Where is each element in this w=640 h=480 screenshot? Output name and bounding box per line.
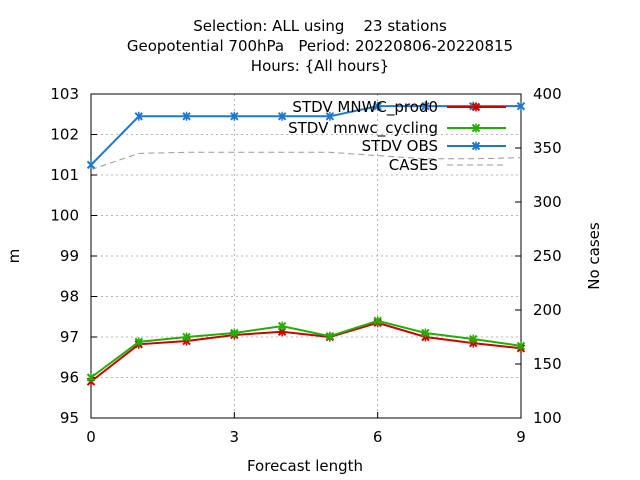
chart-title-line-3: Hours: {All hours} <box>250 57 390 75</box>
chart-title-line-2: Geopotential 700hPa Period: 20220806-202… <box>126 37 514 55</box>
grid-lines <box>91 94 521 418</box>
data-point-series-1 <box>516 341 526 351</box>
legend-label-3: CASES <box>389 156 438 174</box>
y-tick-label: 97 <box>60 328 79 346</box>
legend-label-0: STDV MNWC_prod0 <box>292 98 438 117</box>
data-point-series-1 <box>86 373 96 382</box>
y-tick-label: 102 <box>50 126 79 144</box>
data-point-series-2 <box>86 160 96 170</box>
y2-tick-label: 100 <box>533 409 562 427</box>
y-tick-label: 100 <box>50 207 79 225</box>
data-point-series-1 <box>230 328 239 338</box>
data-point-series-2 <box>134 111 143 121</box>
series-line-0 <box>90 321 522 383</box>
legend-label-2: STDV OBS <box>362 137 438 155</box>
data-point-series-1 <box>373 316 382 326</box>
data-point-series-2 <box>230 111 239 121</box>
legend-label-1: STDV mnwc_cycling <box>288 119 438 138</box>
axis-ticks: 9596979899100101102103100150200250300350… <box>50 85 561 446</box>
y-tick-label: 98 <box>60 288 79 306</box>
series-line-3 <box>90 151 522 171</box>
x-tick-label: 3 <box>230 428 240 446</box>
y2-tick-label: 250 <box>533 247 562 265</box>
y2-tick-label: 400 <box>533 85 562 103</box>
data-point-series-2 <box>516 101 526 111</box>
x-tick-label: 0 <box>86 428 96 446</box>
y-tick-label: 103 <box>50 85 79 103</box>
x-axis-label: Forecast length <box>247 457 363 475</box>
data-point-series-1 <box>277 321 287 331</box>
data-point-series-2 <box>373 101 382 111</box>
data-point-series-1 <box>325 331 335 341</box>
y2-axis-label: No cases <box>585 222 603 290</box>
y-tick-label: 96 <box>60 369 79 387</box>
series-line-1 <box>90 319 522 379</box>
y2-tick-label: 350 <box>533 139 562 157</box>
x-tick-label: 9 <box>516 428 526 446</box>
legend-marker-1 <box>471 123 481 133</box>
y-tick-label: 101 <box>50 166 79 184</box>
y-axis-label: m <box>5 249 23 264</box>
data-point-series-2 <box>325 111 335 121</box>
data-point-series-1 <box>469 334 478 344</box>
data-point-series-2 <box>182 111 191 121</box>
data-point-series-2 <box>277 111 287 121</box>
data-point-series-1 <box>134 337 143 347</box>
y-tick-label: 99 <box>60 247 79 265</box>
data-point-series-1 <box>182 332 191 342</box>
data-point-series-2 <box>421 101 430 111</box>
chart-title-line-1: Selection: ALL using 23 stations <box>193 17 447 35</box>
y2-tick-label: 300 <box>533 193 562 211</box>
data-point-series-1 <box>421 328 430 338</box>
legend-marker-0 <box>471 102 481 112</box>
y2-tick-label: 200 <box>533 301 562 319</box>
y2-tick-label: 150 <box>533 355 562 373</box>
legend-marker-2 <box>471 141 481 151</box>
y-tick-label: 95 <box>60 409 79 427</box>
x-tick-label: 6 <box>373 428 383 446</box>
series-layer <box>86 101 526 387</box>
